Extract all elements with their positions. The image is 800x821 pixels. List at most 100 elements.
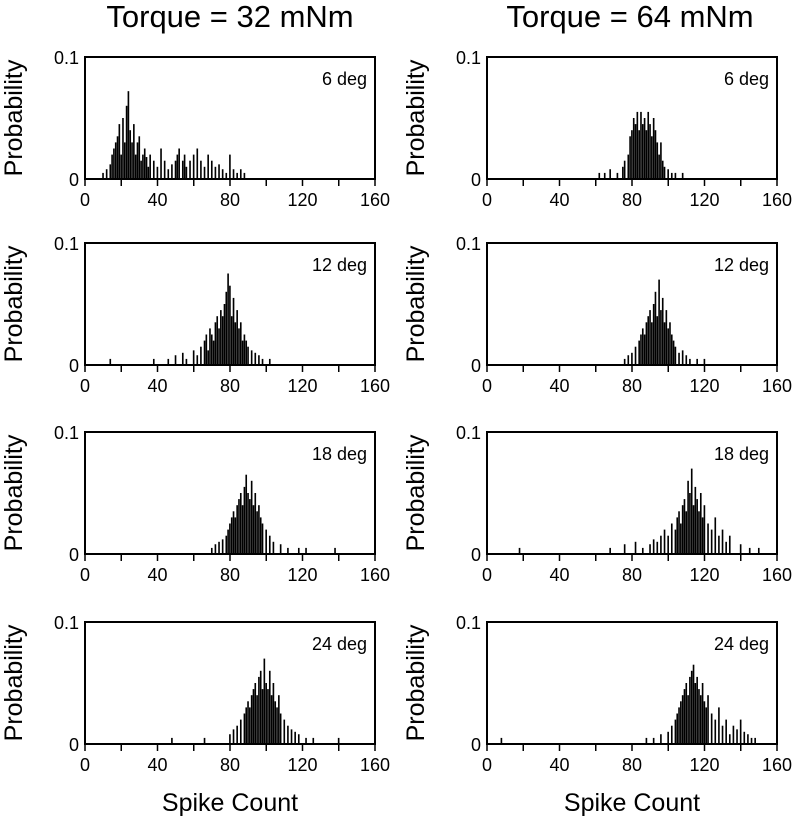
x-tick-label: 160 xyxy=(360,376,390,396)
histogram-bar xyxy=(690,670,693,744)
histogram-bar xyxy=(221,539,224,554)
y-axis-label: Probability xyxy=(402,434,430,551)
histogram-bar xyxy=(674,719,677,744)
histogram-bar xyxy=(229,154,231,179)
x-tick-label: 120 xyxy=(689,190,719,210)
y-tick-label: 0 xyxy=(69,545,79,565)
histogram-bar xyxy=(265,683,267,744)
histogram-bar xyxy=(156,166,159,179)
histogram-bar xyxy=(640,111,642,179)
histogram-bar xyxy=(268,535,271,554)
x-tick-label: 0 xyxy=(482,755,492,775)
histogram-bar xyxy=(654,291,657,365)
histogram-bar xyxy=(634,124,637,179)
histogram-bar xyxy=(118,124,121,179)
histogram-bar xyxy=(218,541,220,554)
histogram-bar xyxy=(210,160,213,179)
histogram-bar xyxy=(680,523,682,554)
histogram-bar xyxy=(232,169,235,179)
histogram-bar xyxy=(754,737,756,744)
histogram-bar xyxy=(701,517,704,554)
x-tick-label: 160 xyxy=(762,376,792,396)
histogram-bar xyxy=(623,544,626,554)
histogram-bar xyxy=(274,701,277,744)
histogram-bar xyxy=(651,322,653,365)
y-axis-label: Probability xyxy=(0,59,28,176)
histogram-bar xyxy=(636,111,639,179)
x-tick-label: 160 xyxy=(762,755,792,775)
histogram-bar xyxy=(651,136,653,179)
histogram-bar xyxy=(297,547,300,554)
histogram-bar xyxy=(683,499,686,554)
y-tick-label: 0 xyxy=(471,545,481,565)
histogram-bar xyxy=(203,737,206,744)
y-tick-label: 0 xyxy=(471,170,481,190)
histogram-bar xyxy=(638,130,640,179)
histogram-bar xyxy=(203,166,206,179)
histogram-bar xyxy=(227,529,229,554)
histogram-bar xyxy=(634,346,637,365)
histogram-bar xyxy=(297,734,300,744)
histogram-bar xyxy=(667,535,669,554)
histogram-bar xyxy=(287,547,289,554)
y-tick-label: 0.1 xyxy=(456,48,481,68)
histogram-bar xyxy=(236,172,238,179)
histogram-bar xyxy=(670,725,673,744)
histogram-bar xyxy=(676,517,679,554)
histogram-bar xyxy=(609,547,611,554)
histogram-bar xyxy=(131,142,133,179)
histogram-bar xyxy=(645,737,648,744)
y-tick-label: 0 xyxy=(69,735,79,755)
histogram-bar xyxy=(102,172,104,179)
histogram-bar xyxy=(707,695,709,744)
x-tick-label: 120 xyxy=(689,376,719,396)
histogram-bar xyxy=(647,316,650,365)
histogram-bar xyxy=(725,541,727,554)
histogram-bar xyxy=(667,731,669,744)
y-axis-label: Probability xyxy=(0,624,28,741)
histogram-bar xyxy=(116,136,119,179)
histogram-bar xyxy=(616,172,619,179)
histogram-bar xyxy=(690,468,693,554)
x-tick-label: 80 xyxy=(622,755,642,775)
histogram-bar xyxy=(236,725,238,744)
histogram-bar xyxy=(111,154,113,179)
histogram-bar xyxy=(665,310,668,365)
x-tick-label: 40 xyxy=(147,755,167,775)
x-tick-label: 80 xyxy=(220,376,240,396)
histogram-bar xyxy=(238,328,240,365)
histogram-bar xyxy=(250,480,253,554)
histogram-bar xyxy=(143,148,146,179)
y-tick-label: 0.1 xyxy=(54,423,79,443)
histogram-bar xyxy=(627,355,630,365)
histogram-bar xyxy=(674,529,677,554)
histogram-bar xyxy=(227,273,229,365)
histogram-bar xyxy=(245,474,248,554)
histogram-bar xyxy=(685,683,688,744)
histogram-panel: 0 0.1 0 40 80 120 160 18 deg Probability xyxy=(402,423,792,585)
x-tick-label: 0 xyxy=(80,376,90,396)
histogram-bar xyxy=(670,523,673,554)
histogram-panel: 0 0.1 0 40 80 120 160 6 deg Probability xyxy=(402,48,792,210)
histogram-bar xyxy=(145,157,148,179)
histogram-bar xyxy=(207,350,209,365)
histogram-bar xyxy=(252,505,255,554)
x-tick-label: 160 xyxy=(762,565,792,585)
x-tick-label: 0 xyxy=(482,376,492,396)
x-tick-label: 80 xyxy=(622,190,642,210)
y-tick-label: 0 xyxy=(471,356,481,376)
histogram-bar xyxy=(134,154,137,179)
histogram-bar xyxy=(171,737,173,744)
histogram-bar xyxy=(279,544,282,554)
x-tick-label: 40 xyxy=(147,565,167,585)
histogram-bar xyxy=(258,355,260,365)
histogram-bar xyxy=(229,523,231,554)
condition-label: 24 deg xyxy=(714,634,769,654)
histogram-bar xyxy=(678,352,680,365)
histogram-bar xyxy=(692,664,695,744)
y-tick-label: 0 xyxy=(69,170,79,190)
histogram-bar xyxy=(272,683,275,744)
y-tick-label: 0 xyxy=(471,735,481,755)
histogram-bar xyxy=(703,358,706,365)
histogram-bar xyxy=(254,683,257,744)
